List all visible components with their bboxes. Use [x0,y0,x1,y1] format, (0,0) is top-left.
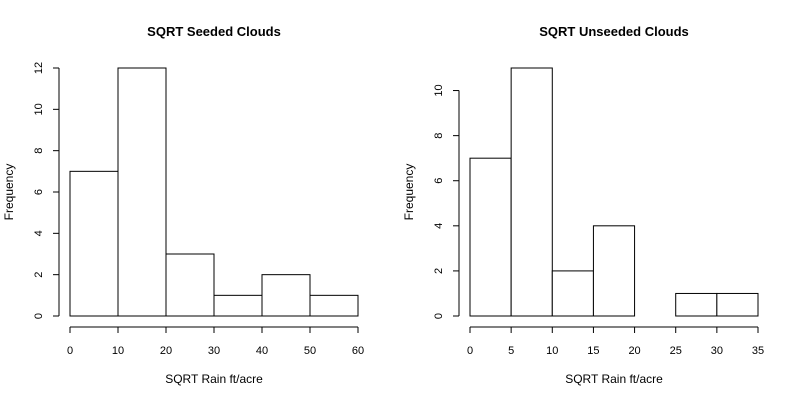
y-tick-label: 2 [433,268,445,274]
x-tick-label: 0 [67,345,73,357]
y-axis-label-seeded: Frequency [2,164,16,221]
y-tick-label: 0 [433,313,445,319]
x-tick-label: 30 [711,345,723,357]
histogram-bar [675,292,718,317]
x-axis-label-seeded: SQRT Rain ft/acre [165,372,263,386]
x-tick-label: 5 [508,345,514,357]
y-tick-label: 10 [433,84,445,96]
x-tick-label: 20 [160,345,172,357]
y-tick-label: 12 [33,62,45,74]
histogram-bar [261,274,311,317]
x-tick-label: 10 [112,345,124,357]
histogram-bar [551,270,594,317]
y-tick-label: 0 [33,313,45,319]
x-tick-label: 10 [546,345,558,357]
histogram-bar [510,67,553,317]
x-tick-label: 0 [467,345,473,357]
y-tick-label: 8 [433,133,445,139]
x-tick-label: 35 [752,345,764,357]
x-tick-label: 30 [208,345,220,357]
y-tick-label: 2 [33,272,45,278]
y-tick-label: 10 [33,103,45,115]
x-tick-label: 40 [256,345,268,357]
panel-unseeded: SQRT Unseeded Clouds SQRT Rain ft/acre F… [402,24,764,386]
y-tick-label: 4 [33,230,45,236]
y-axis-unseeded: 0 2 4 6 8 10 [433,84,460,319]
x-tick-label: 25 [670,345,682,357]
panel-seeded: SQRT Seeded Clouds SQRT Rain ft/acre Fre… [2,24,364,386]
histogram-bar [69,170,119,317]
x-axis-seeded: 0 10 20 30 40 50 60 [67,326,364,357]
x-tick-label: 60 [352,345,364,357]
bars-seeded [69,67,359,317]
y-tick-label: 6 [433,178,445,184]
histogram-bar [469,157,512,317]
y-axis-label-unseeded: Frequency [402,164,416,221]
bars-unseeded [469,67,759,317]
y-axis-seeded: 0 2 4 6 8 10 12 [33,62,60,319]
chart-title-unseeded: SQRT Unseeded Clouds [539,24,689,39]
x-axis-label-unseeded: SQRT Rain ft/acre [565,372,663,386]
x-axis-unseeded: 0 5 10 15 20 25 30 35 [467,326,764,357]
y-tick-label: 6 [33,189,45,195]
y-tick-label: 8 [33,148,45,154]
histogram-bar [165,253,215,317]
histogram-bar [716,292,759,317]
x-tick-label: 15 [587,345,599,357]
x-tick-label: 50 [304,345,316,357]
histogram-bar [213,294,263,317]
y-tick-label: 4 [433,223,445,229]
x-tick-label: 20 [628,345,640,357]
histogram-bar [592,225,636,317]
histogram-bar [309,294,359,317]
histogram-bar [117,67,167,317]
chart-title-seeded: SQRT Seeded Clouds [147,24,281,39]
